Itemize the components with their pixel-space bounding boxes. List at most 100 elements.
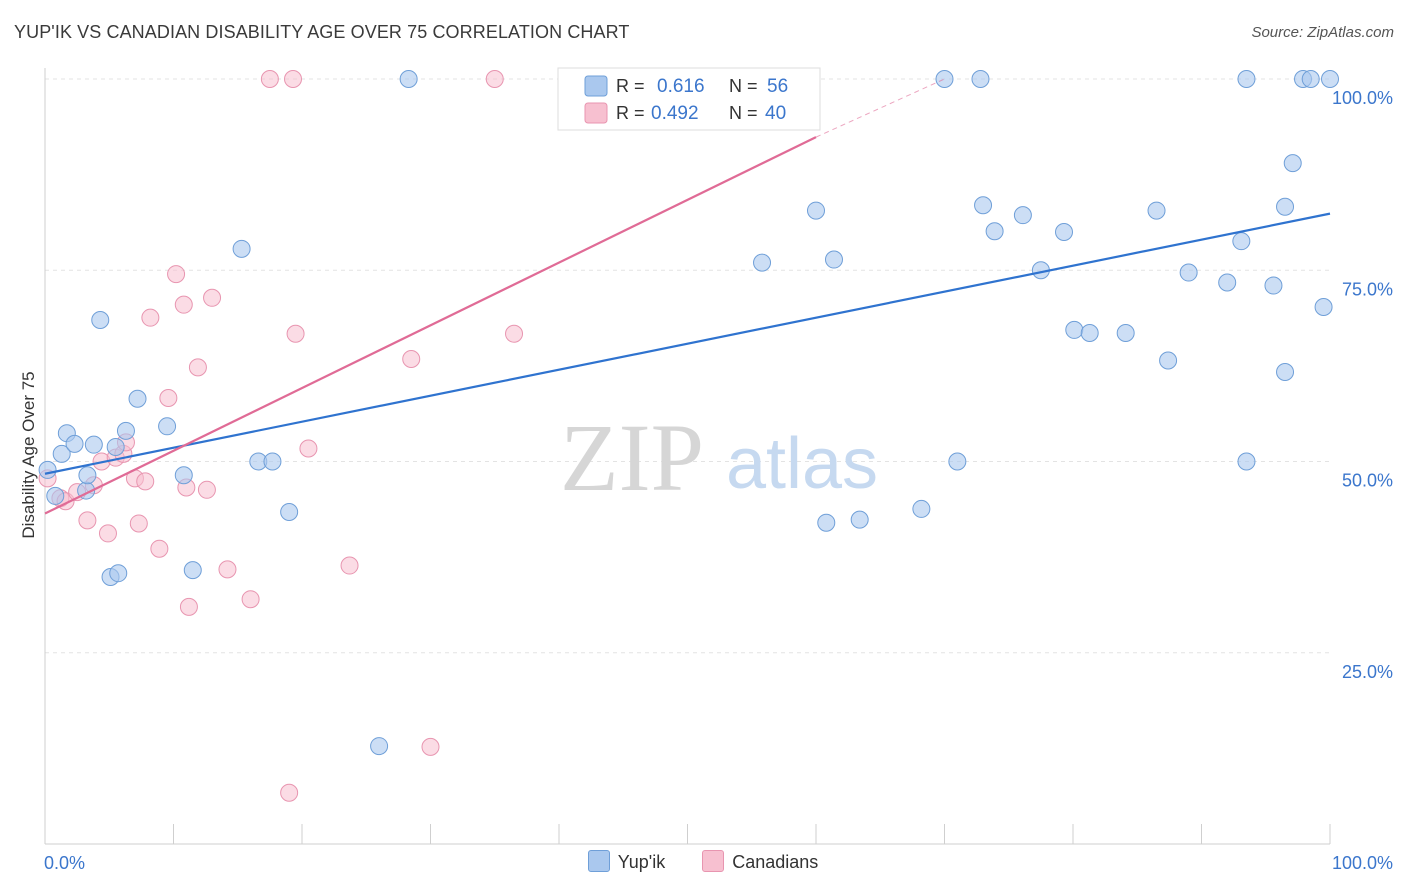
y-tick-label: 25.0%	[1342, 662, 1393, 682]
data-point-yupik	[1013, 206, 1032, 225]
data-point-yupik	[1264, 276, 1283, 295]
legend-r-label: R =	[616, 103, 645, 123]
data-point-yupik	[817, 513, 836, 532]
data-point-yupik	[985, 222, 1004, 241]
axes	[44, 68, 1331, 845]
data-point-yupik	[935, 70, 954, 88]
data-point-yupik	[116, 421, 135, 440]
data-point-canadians	[150, 539, 169, 558]
data-point-canadians	[218, 560, 237, 579]
x-tick-label: 0.0%	[44, 853, 85, 873]
trend-line-canadians-extension	[815, 78, 945, 138]
data-point-yupik	[38, 460, 57, 479]
data-point-canadians	[340, 556, 359, 575]
data-point-canadians	[159, 389, 178, 408]
data-point-canadians	[280, 783, 299, 802]
data-point-canadians	[174, 295, 193, 314]
x-tick-label: 100.0%	[1332, 853, 1393, 873]
y-axis-label: Disability Age Over 75	[19, 371, 38, 538]
legend-item-canadians: Canadians	[702, 850, 818, 873]
legend-bottom: Yup'ik Canadians	[0, 850, 1406, 873]
data-point-yupik	[106, 437, 125, 456]
data-point-yupik	[1147, 201, 1166, 220]
data-point-canadians	[505, 324, 524, 343]
data-point-canadians	[203, 288, 222, 307]
data-point-canadians	[284, 70, 303, 88]
legend-swatch-yupik	[584, 75, 608, 97]
data-point-canadians	[286, 324, 305, 343]
data-point-yupik	[280, 502, 299, 521]
y-tick-label: 50.0%	[1342, 471, 1393, 491]
data-point-yupik	[370, 737, 389, 756]
data-point-yupik	[1116, 323, 1135, 342]
watermark-zip: ZIP	[560, 404, 704, 511]
canadians-points	[38, 70, 768, 802]
data-point-canadians	[129, 514, 148, 533]
data-point-canadians	[78, 511, 97, 530]
data-point-canadians	[141, 308, 160, 327]
trend-lines	[44, 78, 1331, 515]
data-point-yupik	[158, 417, 177, 436]
data-point-yupik	[1232, 232, 1251, 251]
watermark-atlas: atlas	[726, 424, 878, 504]
legend-r-label: R =	[616, 76, 645, 96]
data-point-yupik	[91, 310, 110, 329]
data-point-yupik	[1276, 197, 1295, 216]
legend-n-value: 56	[767, 76, 788, 97]
data-point-yupik	[183, 561, 202, 580]
yupik-points	[38, 70, 1339, 756]
data-point-yupik	[109, 564, 128, 583]
data-point-yupik	[1301, 70, 1320, 88]
data-point-yupik	[78, 466, 97, 485]
data-point-yupik	[1321, 70, 1339, 88]
data-point-yupik	[824, 250, 843, 269]
legend-item-yupik: Yup'ik	[587, 850, 666, 873]
data-point-yupik	[174, 466, 193, 485]
legend-n-value: 40	[765, 103, 786, 124]
legend-swatch-canadians	[584, 102, 608, 124]
data-point-yupik	[1218, 273, 1237, 292]
data-point-canadians	[402, 349, 421, 368]
data-point-canadians	[167, 265, 186, 284]
legend-label-yupik: Yup'ik	[617, 852, 666, 872]
data-point-yupik	[1276, 362, 1295, 381]
data-point-yupik	[1159, 351, 1178, 370]
data-point-yupik	[912, 499, 931, 518]
data-point-canadians	[421, 737, 440, 756]
legend-swatch-canadians	[702, 850, 725, 872]
data-point-yupik	[974, 196, 993, 215]
data-point-yupik	[1065, 320, 1084, 339]
trend-line-canadians	[44, 136, 817, 515]
source-credit: Source: ZipAtlas.com	[1251, 24, 1394, 41]
watermark: ZIP atlas	[560, 404, 878, 511]
data-point-canadians	[260, 70, 279, 88]
data-point-yupik	[807, 201, 825, 220]
tick-labels: 25.0% 50.0% 75.0% 100.0% 0.0% 100.0%	[44, 88, 1393, 873]
legend-r-value: 0.492	[651, 103, 699, 124]
legend-r-value: 0.616	[657, 76, 705, 97]
data-point-yupik	[1179, 263, 1198, 282]
data-point-yupik	[1055, 223, 1074, 241]
data-point-yupik	[52, 444, 71, 463]
data-point-yupik	[1283, 154, 1302, 173]
data-point-yupik	[1237, 452, 1256, 471]
data-point-yupik	[1080, 323, 1099, 342]
data-point-yupik	[1237, 70, 1256, 88]
data-point-yupik	[232, 239, 251, 258]
data-point-canadians	[188, 358, 207, 377]
data-point-yupik	[128, 389, 147, 408]
data-point-canadians	[98, 524, 117, 543]
data-point-yupik	[263, 452, 282, 471]
legend-swatch-yupik	[587, 850, 610, 872]
chart-title: YUP'IK VS CANADIAN DISABILITY AGE OVER 7…	[14, 22, 630, 42]
data-point-yupik	[65, 434, 84, 453]
data-point-yupik	[84, 435, 103, 454]
data-point-yupik	[1314, 297, 1333, 316]
data-point-canadians	[197, 480, 216, 499]
data-point-yupik	[850, 510, 869, 529]
legend-label-canadians: Canadians	[732, 852, 819, 872]
data-point-canadians	[485, 70, 504, 88]
legend-n-label: N =	[729, 103, 758, 123]
data-point-canadians	[241, 590, 260, 609]
